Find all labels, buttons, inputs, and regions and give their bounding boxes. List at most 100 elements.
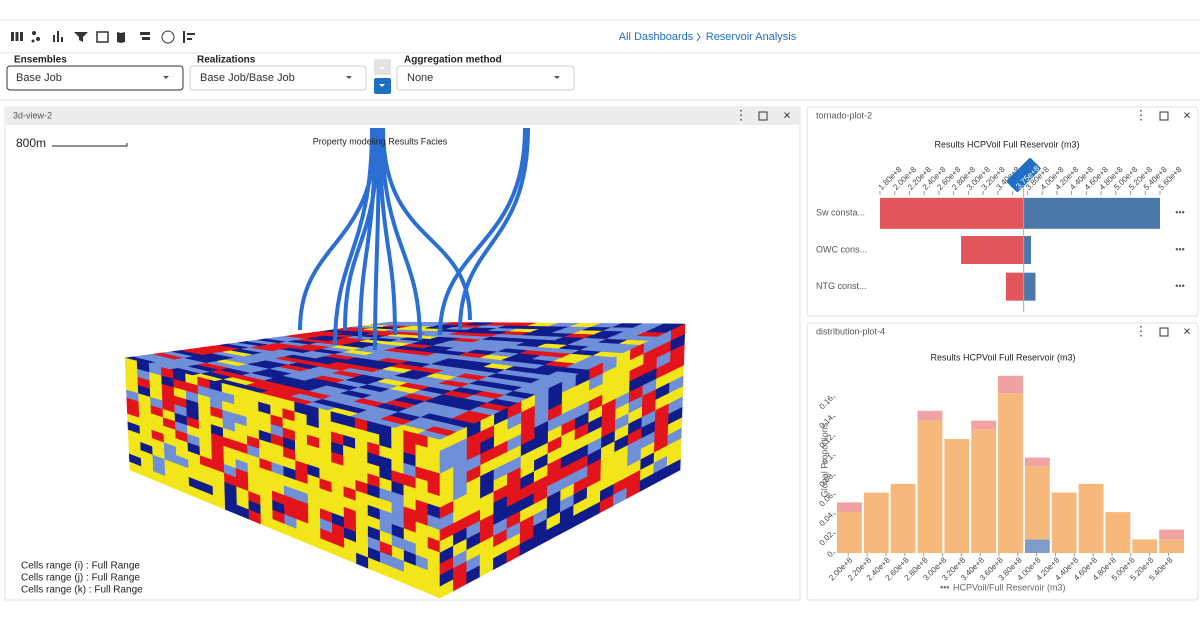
row-menu: ••• (1175, 281, 1184, 291)
chart-title: Results HCPVoil Full Reservoir (m3) (930, 352, 1075, 362)
arrow (379, 84, 385, 87)
icon-part (187, 38, 192, 40)
caret (163, 76, 169, 79)
category-label: NTG const... (816, 281, 867, 291)
select-value: Base Job (16, 72, 62, 84)
bar (961, 236, 1024, 264)
bar-segment (971, 420, 997, 430)
bar-segment (1051, 492, 1077, 553)
icon-part (20, 32, 23, 41)
maximize-button[interactable] (758, 111, 768, 121)
bar-segment (971, 429, 997, 553)
filter-label: Ensembles (14, 55, 67, 66)
bar-segment (1105, 512, 1131, 553)
icon-map[interactable] (117, 32, 125, 43)
well-path (381, 127, 472, 321)
icon-part (57, 31, 59, 42)
bar-segment (837, 502, 862, 513)
bar-segment (1024, 539, 1050, 553)
select[interactable] (189, 65, 367, 91)
bar-segment (1024, 457, 1050, 467)
y-tick-label: 0 (825, 549, 835, 559)
icon-part (36, 37, 40, 41)
well-path (333, 127, 374, 346)
bar-segment (917, 420, 943, 553)
distribution-chart: 00.020.040.060.080.10.120.140.162.00e+82… (818, 375, 1184, 583)
category-label: OWC cons... (816, 244, 867, 254)
view-title: Property modeling Results Facies (313, 136, 448, 146)
filter-label: Aggregation method (404, 55, 502, 66)
icon-part (142, 37, 150, 40)
bar-segment (1159, 529, 1184, 540)
x-axis-label: HCPVoil/Full Reservoir (m3) (953, 582, 1066, 592)
menu-button[interactable]: ⋮ (735, 107, 748, 122)
grid-cell (666, 459, 681, 478)
close-button[interactable]: × (1183, 323, 1191, 338)
close-button[interactable]: × (783, 107, 791, 122)
well-path (458, 127, 530, 331)
breadcrumb-current: Reservoir Analysis (706, 31, 797, 43)
well-path (373, 127, 381, 351)
close-button[interactable]: × (1183, 107, 1191, 122)
bar-segment (998, 375, 1023, 394)
icon-filter[interactable] (74, 32, 88, 42)
bar-segment (863, 492, 889, 553)
maximize-button[interactable] (1159, 111, 1169, 121)
panel-title: 3d-view-2 (13, 110, 52, 120)
bar-segment (1078, 483, 1104, 553)
cell-range: Cells range (k) : Full Range (21, 585, 143, 596)
filter-label: Realizations (197, 55, 256, 66)
icon-3d[interactable] (161, 30, 175, 44)
bar-segment (1159, 539, 1184, 553)
icon-part[interactable] (32, 31, 36, 35)
bar-segment (1132, 539, 1158, 553)
bar-segment (837, 512, 862, 553)
icon-part[interactable] (140, 32, 150, 35)
chart-title: Results HCPVoil Full Reservoir (m3) (934, 139, 1079, 149)
category-label: Sw consta... (816, 208, 865, 218)
menu-button[interactable]: ⋮ (1135, 107, 1148, 122)
icon-part (15, 32, 19, 41)
scale-bar (52, 143, 128, 147)
bar-segment (944, 439, 970, 553)
toolbar-icons (11, 30, 195, 44)
bar (1023, 272, 1036, 301)
bar-segment (890, 483, 916, 553)
3d-scene[interactable] (124, 127, 686, 599)
bar-segment (917, 410, 943, 421)
panel-title: tornado-plot-2 (816, 110, 872, 120)
menu-button[interactable]: ⋮ (1135, 323, 1148, 338)
panel-title: distribution-plot-4 (816, 326, 885, 336)
cell-range: Cells range (i) : Full Range (21, 561, 140, 572)
well-path (380, 127, 422, 341)
well-path (438, 127, 527, 336)
select[interactable] (6, 65, 184, 91)
bar (1023, 236, 1032, 264)
select-value: Base Job/Base Job (200, 72, 295, 84)
icon-part (31, 39, 35, 43)
bar-segment (998, 393, 1023, 553)
select[interactable] (396, 65, 575, 91)
breadcrumb-link[interactable]: All Dashboards (619, 31, 694, 43)
bar (1006, 272, 1024, 301)
icon-part[interactable] (11, 32, 14, 41)
icon-part[interactable] (53, 35, 55, 42)
bar-segment (1024, 466, 1050, 540)
row-menu: ••• (1175, 244, 1184, 254)
row-menu: ••• (1175, 208, 1184, 218)
icon-part[interactable] (183, 31, 185, 43)
more-icon[interactable]: ••• (940, 582, 949, 592)
scale-label: 800m (16, 136, 46, 150)
caret (346, 76, 352, 79)
icon-part (187, 33, 195, 35)
well-path (298, 127, 378, 331)
maximize-button[interactable] (1159, 327, 1169, 337)
icon-part (61, 37, 63, 42)
icon-table[interactable] (96, 31, 109, 43)
cell-range: Cells range (j) : Full Range (21, 573, 140, 584)
arrow (379, 66, 385, 69)
y-axis-label: Global Proportions (819, 422, 829, 497)
caret (554, 76, 560, 79)
